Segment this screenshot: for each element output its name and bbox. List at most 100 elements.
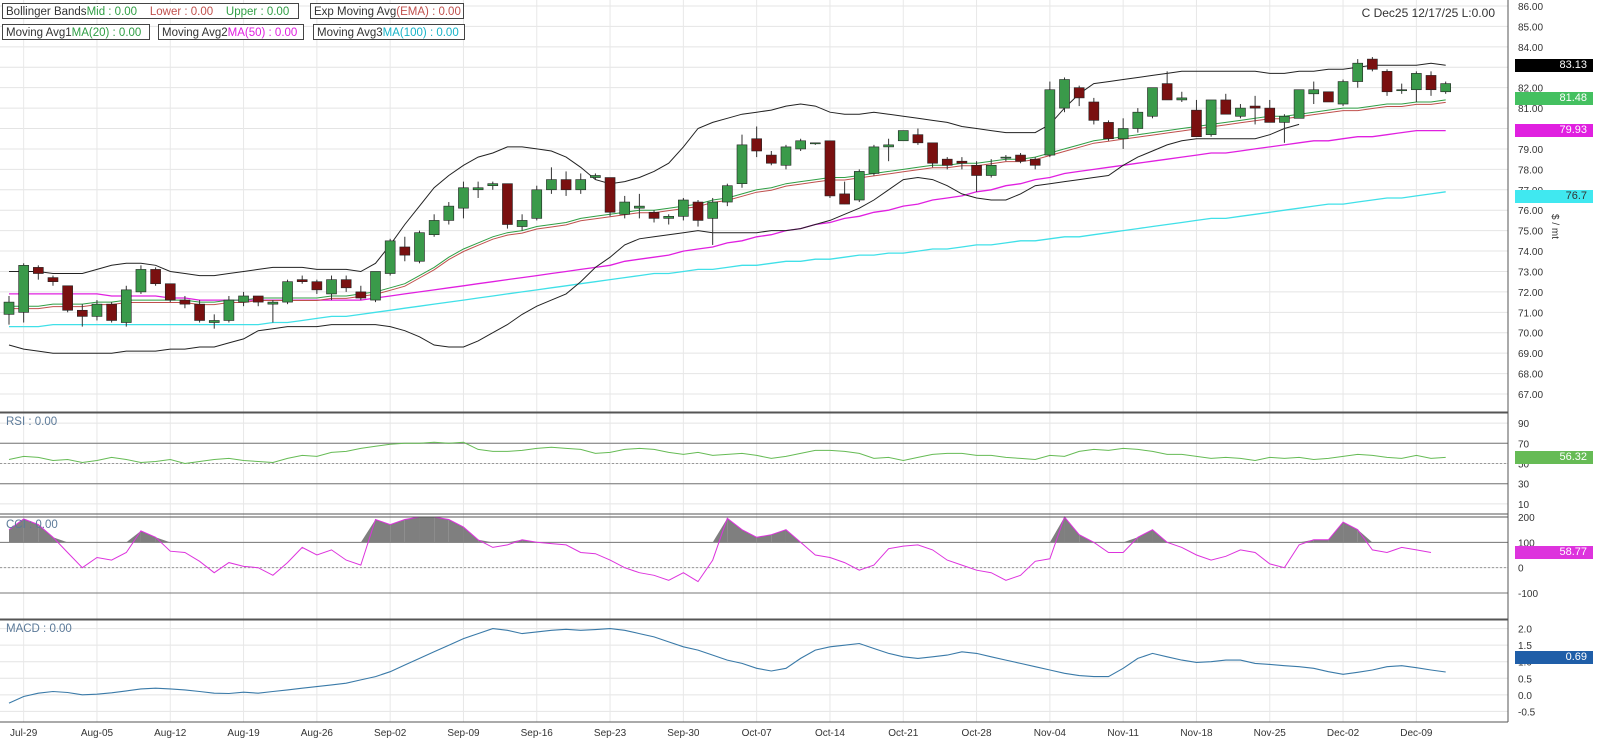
candle-down <box>1264 107 1276 123</box>
cci-overbought-area <box>463 527 479 543</box>
cci-overbought-area <box>1064 517 1080 543</box>
candle-down <box>399 246 411 256</box>
price-tick-label: 74.00 <box>1518 247 1543 258</box>
price-tick-label: 82.00 <box>1518 84 1543 95</box>
candle-down <box>648 211 660 219</box>
cci-overbought-area <box>419 517 435 543</box>
price-tick-label: 81.00 <box>1518 104 1543 115</box>
legend-ma3[interactable]: Moving Avg3MA(100) : 0.00 <box>313 24 465 40</box>
x-tick-label: Sep-16 <box>521 728 554 739</box>
candle-up <box>516 220 528 227</box>
legend-ma3-name: Moving Avg3 <box>317 27 383 39</box>
price-tick-label: 79.00 <box>1518 145 1543 156</box>
candle-up <box>795 140 806 150</box>
candle-up <box>282 281 293 303</box>
candle-up <box>326 279 337 295</box>
legend-ma1[interactable]: Moving Avg1MA(20) : 0.00 <box>2 24 150 40</box>
rsi-label: RSI : 0.00 <box>6 416 58 428</box>
tag-last-close: 81.48 <box>1515 92 1593 105</box>
candle-down <box>33 267 44 274</box>
candle-up <box>590 175 601 178</box>
cci-tick-label: 200 <box>1518 513 1535 524</box>
x-tick-label: Oct-14 <box>815 728 845 739</box>
legend-bollinger[interactable]: Bollinger BandsMid : 0.00 Lower : 0.00 U… <box>2 3 299 19</box>
cci-overbought-area <box>1313 539 1329 543</box>
x-tick-label: Nov-04 <box>1034 728 1067 739</box>
candle-up <box>809 142 821 145</box>
price-tick-label: 85.00 <box>1518 22 1543 33</box>
legend-ma2-param: MA(50) <box>227 27 266 39</box>
candle-down <box>77 309 88 317</box>
price-tick-label: 68.00 <box>1518 370 1543 381</box>
candle-down <box>941 158 953 166</box>
legend-bollinger-mid: Mid : 0.00 <box>86 6 138 18</box>
x-tick-label: Jul-29 <box>10 728 38 739</box>
candle-up <box>428 220 440 236</box>
candle-up <box>985 164 997 176</box>
rsi-tick-label: 90 <box>1518 419 1530 430</box>
x-tick-label: Sep-23 <box>594 728 627 739</box>
candle-down <box>692 201 704 221</box>
cci-overbought-area <box>360 519 376 543</box>
x-tick-label: Nov-18 <box>1180 728 1213 739</box>
candle-up <box>3 301 15 315</box>
candle-up <box>868 146 880 174</box>
legend-ma2-value: : 0.00 <box>268 27 298 39</box>
legend-bollinger-name: Bollinger Bands <box>6 6 87 18</box>
candle-down <box>1367 58 1378 70</box>
rsi-tick-label: 70 <box>1518 439 1530 450</box>
candle-up <box>472 187 484 191</box>
cci-overbought-area <box>712 518 728 543</box>
macd-tick-label: 1.5 <box>1518 641 1532 652</box>
candle-up <box>1308 89 1320 95</box>
candle-up <box>135 269 147 293</box>
cci-overbought-area <box>434 517 449 543</box>
cci-overbought-area <box>1343 522 1358 543</box>
candle-down <box>1220 99 1232 115</box>
legend-ma1-value: : 0.00 <box>112 27 142 39</box>
candle-up <box>853 171 865 201</box>
ma100-line <box>9 191 1446 328</box>
rsi-tick-label: 50 <box>1518 460 1530 471</box>
candle-up <box>1293 89 1305 119</box>
legend-ema[interactable]: Exp Moving Avg(EMA) : 0.00 <box>310 3 464 19</box>
cci-overbought-area <box>727 518 742 543</box>
tag-cci: 58.77 <box>1515 546 1593 559</box>
macd-tick-label: 2.0 <box>1518 625 1532 636</box>
x-tick-label: Aug-05 <box>81 728 114 739</box>
candle-down <box>839 193 850 205</box>
candle-up <box>223 299 235 321</box>
legend-ma2[interactable]: Moving Avg2MA(50) : 0.00 <box>158 24 304 40</box>
tag-ma100: 76.7 <box>1515 190 1593 203</box>
macd-tick-label: -0.5 <box>1518 707 1536 718</box>
candle-down <box>179 299 191 305</box>
candle-up <box>1337 81 1349 105</box>
candle-down <box>355 291 367 299</box>
cci-tick-label: 0 <box>1518 564 1524 575</box>
candle-up <box>1132 111 1144 129</box>
candle-down <box>927 142 938 164</box>
price-tick-label: 76.00 <box>1518 206 1543 217</box>
x-tick-label: Aug-19 <box>227 728 260 739</box>
price-tick-label: 69.00 <box>1518 349 1543 360</box>
rsi-tick-label: 10 <box>1518 500 1530 511</box>
candle-up <box>238 295 249 303</box>
cci-overbought-area <box>1299 539 1314 543</box>
candle-up <box>780 146 792 166</box>
candle-down <box>604 177 616 213</box>
candle-up <box>458 187 469 209</box>
candle-down <box>956 160 968 164</box>
legend-ma3-param: MA(100) <box>382 27 427 39</box>
candle-up <box>1117 128 1129 140</box>
candle-up <box>414 232 425 262</box>
candle-up <box>546 179 557 191</box>
grid-layer <box>0 0 1508 722</box>
legend-bollinger-upper: Upper : 0.00 <box>225 6 290 18</box>
candle-down <box>971 164 982 176</box>
price-tick-label: 84.00 <box>1518 43 1543 54</box>
cci-overbought-area <box>126 530 141 543</box>
bollinger-upper-line <box>9 62 1446 277</box>
candle-up <box>1352 62 1364 82</box>
candle-down <box>766 154 777 164</box>
